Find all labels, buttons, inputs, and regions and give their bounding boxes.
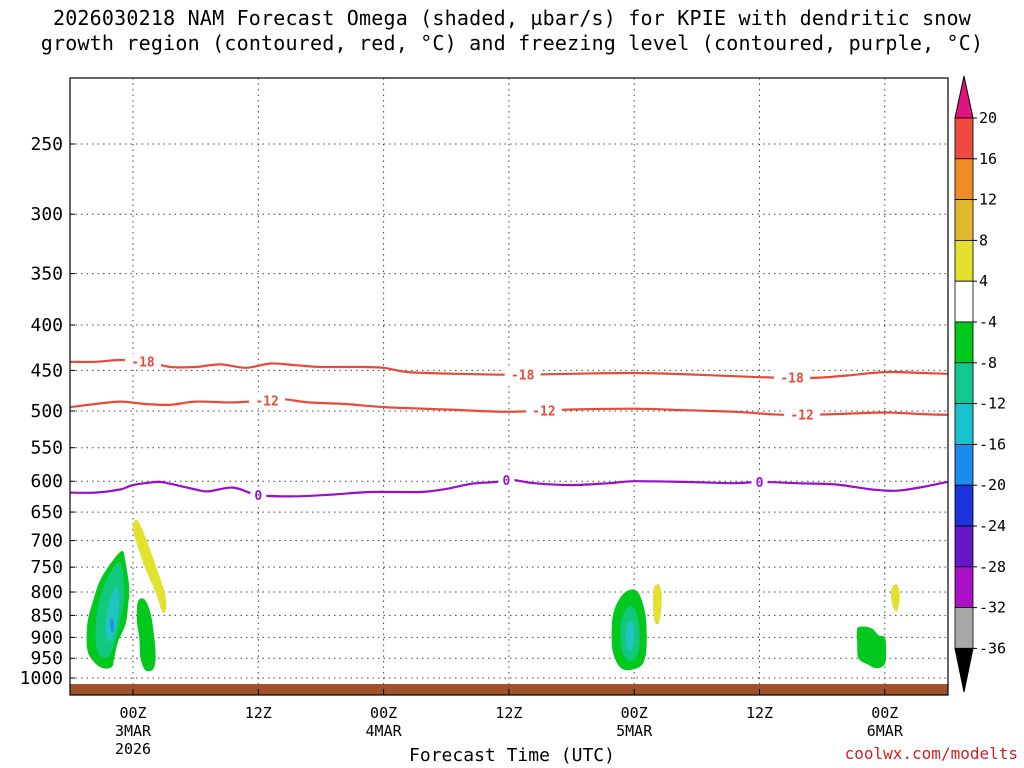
omega-region-yellow-5mar [653,584,662,625]
omega-region-side-3mar-green [136,598,156,672]
contour-freezing [70,478,948,498]
contour-label-bg [125,353,162,370]
x-tick-label: 00Z [871,704,898,722]
chart-title-line2: growth region (contoured, red, °C) and f… [40,31,984,55]
contour-label-minus12: -12 [790,409,813,424]
colorbar-segment [954,117,974,160]
colorbar-tick-label: -24 [979,517,1006,535]
y-tick-label: 500 [30,401,63,422]
contour-label-bg [250,487,267,504]
colorbar-segment [954,566,974,608]
x-tick-label: 00Z [119,704,146,722]
x-tick-label: 3MAR [115,722,152,740]
y-tick-label: 900 [30,627,63,648]
contour-label-minus12: -12 [255,394,278,409]
colorbar-tick-label: 12 [979,191,997,209]
y-tick-label: 950 [30,648,63,669]
y-tick-label: 450 [30,360,63,381]
x-tick-label: 12Z [746,704,773,722]
y-tick-label: 800 [30,582,63,603]
colorbar-tick-label: -36 [979,639,1006,657]
colorbar-top-arrow [954,75,974,119]
colorbar-segment [954,607,974,649]
colorbar-tick-label: 4 [979,272,988,290]
colorbar-tick-label: -12 [979,395,1006,413]
colorbar-tick-label: -28 [979,558,1006,576]
contour-label-freezing: 0 [502,474,510,489]
contour-label-bg [525,402,562,419]
colorbar-segment [954,484,974,527]
colorbar-segment [954,525,974,568]
x-tick-label: 00Z [621,704,648,722]
x-tick-label: 4MAR [366,722,403,740]
y-tick-label: 750 [30,557,63,578]
contour-label-minus18: -18 [780,372,804,387]
omega-region-green-6mar [856,626,887,669]
contour-label-bg [784,406,821,423]
y-tick-label: 400 [30,315,63,336]
colorbar-segment [954,443,974,486]
contour-label-minus18: -18 [131,356,155,371]
y-tick-label: 1000 [20,668,63,689]
y-tick-label: 850 [30,605,63,626]
colorbar-tick-label: 16 [979,150,997,168]
colorbar-tick-label: -16 [979,435,1006,453]
colorbar-tick-label: -4 [979,313,997,331]
omega-region-core-3mar-cyan [105,587,120,642]
y-axis: 2503003504004505005506006507007508008509… [20,134,75,689]
contour-label-minus12: -12 [532,404,555,419]
colorbar-segment [954,158,974,201]
colorbar-segment [954,239,974,282]
x-tick-label: 2026 [115,740,151,758]
omega-region-yellow-6mar [891,584,900,612]
colorbar-segment [954,280,974,323]
contour-label-bg [504,366,541,383]
colorbar-segment [954,362,974,404]
contour-label-bg [498,471,515,488]
colorbar-segment [954,199,974,241]
colorbar-tick-label: 20 [979,109,997,127]
colorbar-segment [954,403,974,445]
chart-title: 2026030218 NAM Forecast Omega (shaded, µ… [0,6,1024,56]
y-tick-label: 700 [30,531,63,552]
colorbar-bottom-arrow [954,647,974,693]
colorbar-tick-label: -32 [979,599,1006,617]
y-tick-label: 300 [30,204,63,225]
omega-region-core-3mar-blue [110,618,115,634]
x-tick-label: 12Z [245,704,272,722]
y-tick-label: 650 [30,502,63,523]
y-tick-label: 350 [30,264,63,285]
contour-label-freezing: 0 [756,476,764,491]
omega-regions [86,519,900,672]
colorbar-tick-label: -20 [979,476,1006,494]
chart-title-line1: 2026030218 NAM Forecast Omega (shaded, µ… [52,6,972,30]
y-tick-label: 550 [30,438,63,459]
omega-region-upper-3mar-yellow [132,519,167,613]
colorbar: 20 16 12 8 4 -4 -8 -12 -16 -20 -24 -28 -32 -36 [954,75,1006,693]
x-tick-label: 12Z [495,704,522,722]
colorbar-tick-label: -8 [979,354,997,372]
contour-label-bg [249,392,286,409]
x-axis-label: Forecast Time (UTC) [409,745,615,766]
credit-text: coolwx.com/modelts [844,744,1018,763]
y-tick-label: 600 [30,471,63,492]
contour-label-bg [774,369,811,386]
omega-region-core-5mar-cyan [625,621,635,651]
contour-label-minus18: -18 [511,368,535,383]
x-tick-label: 00Z [370,704,397,722]
colorbar-tick-label: 8 [979,231,988,249]
colorbar-segment [954,321,974,364]
contour-label-freezing: 0 [254,489,262,504]
y-tick-label: 250 [30,134,63,155]
x-tick-label: 6MAR [867,722,904,740]
x-tick-label: 5MAR [616,722,653,740]
gridlines [70,78,948,695]
contour-label-bg [751,473,768,490]
contours: -18 -18 -18 -12 -12 -12 0 0 0 [70,353,948,504]
